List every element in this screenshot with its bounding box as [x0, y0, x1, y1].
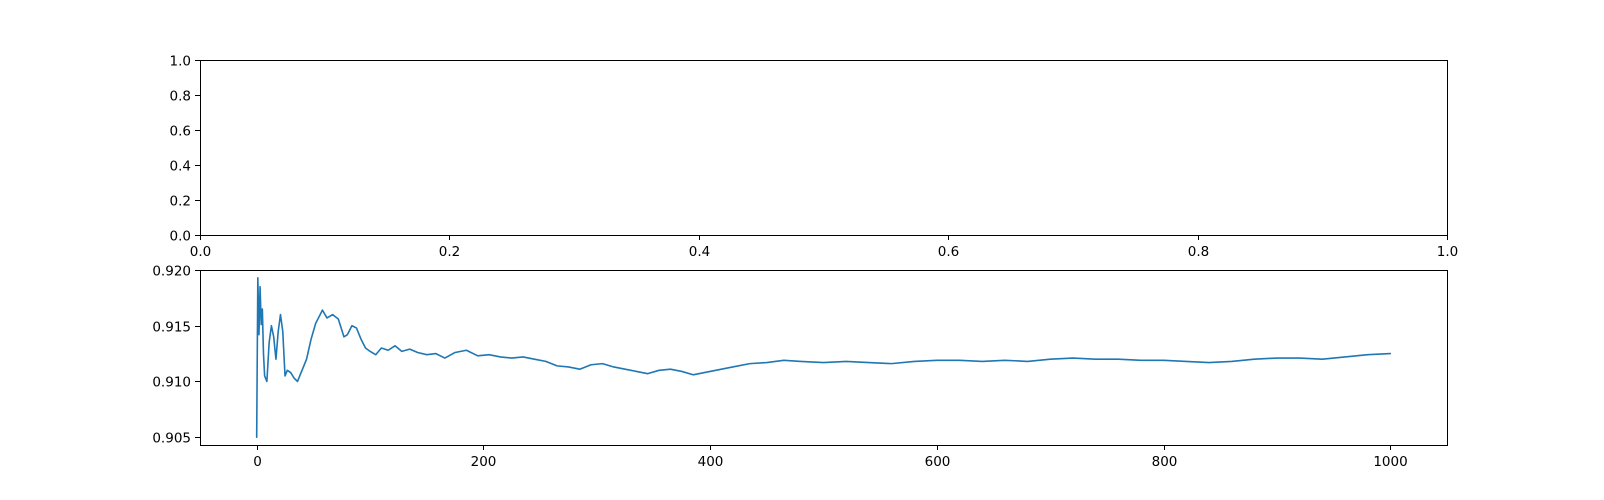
- bottom-axes-frame: [200, 270, 1448, 446]
- bottom-y-tick-label: 0.920: [152, 264, 191, 280]
- bottom-x-tick-label: 200: [471, 454, 497, 470]
- top-x-tick-label: 0.2: [439, 244, 460, 260]
- bottom-x-tick-label: 1000: [1373, 454, 1407, 470]
- top-x-tick-label: 1.0: [1437, 244, 1458, 260]
- top-y-tick-label: 0.6: [170, 124, 191, 140]
- top-y-tick-label: 0.8: [170, 89, 191, 105]
- bottom-x-tick-label: 800: [1152, 454, 1178, 470]
- top-axes: 0.0 0.2 0.4 0.6 0.8 1.0 0.0 0.2 0.4 0.6 0.8 1.0: [170, 54, 1459, 261]
- bottom-axes: 0 200 400 600 800 1000 0.905 0.910 0.915 0.920: [152, 264, 1448, 470]
- bottom-axes-x-ticks: 0 200 400 600 800 1000: [253, 445, 1408, 470]
- top-x-tick-label: 0.6: [938, 244, 959, 260]
- bottom-y-tick-label: 0.905: [152, 431, 191, 447]
- top-y-tick-label: 1.0: [170, 54, 191, 70]
- bottom-y-tick-label: 0.910: [152, 375, 191, 391]
- top-axes-x-ticks: 0.0 0.2 0.4 0.6 0.8 1.0: [190, 235, 1458, 260]
- top-x-tick-label: 0.0: [190, 244, 211, 260]
- top-y-tick-label: 0.2: [170, 194, 191, 210]
- bottom-axes-y-ticks: 0.905 0.910 0.915 0.920: [152, 264, 200, 447]
- bottom-series-line-0: [255, 276, 1392, 439]
- bottom-axes-plot-area: [255, 276, 1392, 439]
- top-y-tick-label: 0.4: [170, 159, 191, 175]
- top-x-tick-label: 0.4: [689, 244, 710, 260]
- bottom-x-tick-label: 400: [698, 454, 724, 470]
- top-y-tick-label: 0.0: [170, 229, 191, 245]
- top-x-tick-label: 0.8: [1188, 244, 1209, 260]
- bottom-y-tick-label: 0.915: [152, 320, 191, 336]
- top-axes-y-ticks: 0.0 0.2 0.4 0.6 0.8 1.0: [170, 54, 200, 245]
- bottom-x-tick-label: 600: [925, 454, 951, 470]
- top-axes-frame: [200, 60, 1448, 236]
- bottom-x-tick-label: 0: [253, 454, 262, 470]
